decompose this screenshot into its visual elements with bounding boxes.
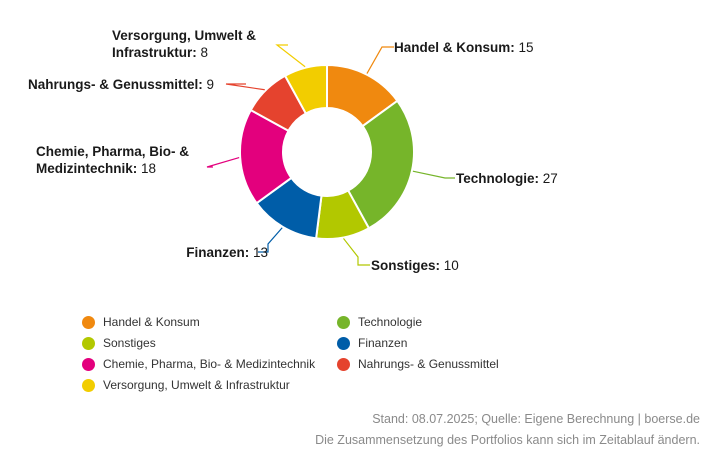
legend-swatch: [337, 357, 350, 371]
slice-label-name: Sonstiges:: [371, 258, 441, 273]
slice-label-technologie: Technologie: 27: [456, 170, 558, 187]
source-note: Stand: 08.07.2025; Quelle: Eigene Berech…: [372, 412, 700, 426]
legend-label: Versorgung, Umwelt & Infrastruktur: [103, 378, 290, 392]
slice-label-name: Versorgung, Umwelt &: [112, 28, 257, 43]
legend-label: Chemie, Pharma, Bio- & Medizintechnik: [103, 357, 316, 371]
legend-item-versorgung-umwelt-infrastruktur: Versorgung, Umwelt & Infrastruktur: [82, 375, 337, 395]
legend-item-handel-konsum: Handel & Konsum: [82, 312, 337, 332]
leader-line-nahrungs-genussmittel: [225, 83, 265, 91]
leader-line-finanzen: [258, 227, 283, 253]
legend-item-nahrungs-genussmittel: Nahrungs- & Genussmittel: [337, 354, 592, 374]
legend-swatch: [82, 378, 95, 392]
slice-label-value: 9: [202, 77, 215, 92]
slice-label-value: 10: [440, 258, 459, 273]
legend-label: Sonstiges: [103, 336, 156, 350]
disclaimer-note: Die Zusammensetzung des Portfolios kann …: [315, 433, 700, 447]
slice-label-name: Nahrungs- & Genussmittel:: [28, 77, 203, 92]
slice-label-versorgung-umwelt-infrastruktur: Versorgung, Umwelt & Infrastruktur: 8: [112, 27, 256, 61]
slice-label-finanzen: Finanzen: 13: [168, 244, 268, 261]
slice-label-value: 27: [539, 171, 558, 186]
chart-footer: Stand: 08.07.2025; Quelle: Eigene Berech…: [315, 409, 700, 451]
legend-swatch: [82, 336, 95, 350]
slice-label-name: Chemie, Pharma, Bio- &: [36, 144, 190, 159]
slice-label-nahrungs-genussmittel: Nahrungs- & Genussmittel: 9: [28, 76, 214, 93]
legend-item-finanzen: Finanzen: [337, 333, 592, 353]
legend-label: Finanzen: [358, 336, 408, 350]
legend-swatch: [82, 357, 95, 371]
slice-label-name: Handel & Konsum:: [394, 40, 515, 55]
legend-label: Handel & Konsum: [103, 315, 200, 329]
legend-swatch: [82, 315, 95, 329]
slice-versorgung-umwelt-infrastruktur: [283, 63, 328, 115]
legend-item-technologie: Technologie: [337, 312, 592, 332]
leader-line-sonstiges: [343, 238, 370, 266]
slice-label-sonstiges: Sonstiges: 10: [371, 257, 459, 274]
slice-label-name: Infrastruktur:: [112, 45, 197, 60]
legend-swatch: [337, 336, 350, 350]
legend-label: Nahrungs- & Genussmittel: [358, 357, 499, 371]
leader-line-technologie: [412, 170, 455, 179]
slice-label-value: 15: [514, 40, 534, 55]
leader-line-versorgung-umwelt-infrastruktur: [275, 44, 306, 68]
slice-label-handel-konsum: Handel & Konsum: 15: [394, 39, 534, 56]
slice-label-name: Technologie:: [456, 171, 539, 186]
legend-item-sonstiges: Sonstiges: [82, 333, 337, 353]
slice-label-chemie-pharma-bio-medizintechnik: Chemie, Pharma, Bio- & Medizintechnik: 18: [36, 143, 189, 177]
leader-line-handel-konsum: [366, 46, 394, 74]
legend-item-chemie-pharma-bio-medizintechnik: Chemie, Pharma, Bio- & Medizintechnik: [82, 354, 337, 374]
slice-technologie: [346, 99, 415, 230]
legend-swatch: [337, 315, 350, 329]
leader-line-chemie-pharma-bio-medizintechnik: [206, 156, 240, 168]
slice-label-name: Medizintechnik:: [36, 161, 138, 176]
chart-legend: Handel & Konsum Technologie Sonstiges Finan…: [82, 312, 602, 395]
slice-label-value: 13: [249, 245, 268, 260]
slice-label-value: 8: [196, 45, 209, 60]
legend-label: Technologie: [358, 315, 423, 329]
slice-label-name: Finanzen:: [186, 245, 250, 260]
slice-label-value: 18: [137, 161, 157, 176]
donut-chart: [206, 44, 455, 266]
